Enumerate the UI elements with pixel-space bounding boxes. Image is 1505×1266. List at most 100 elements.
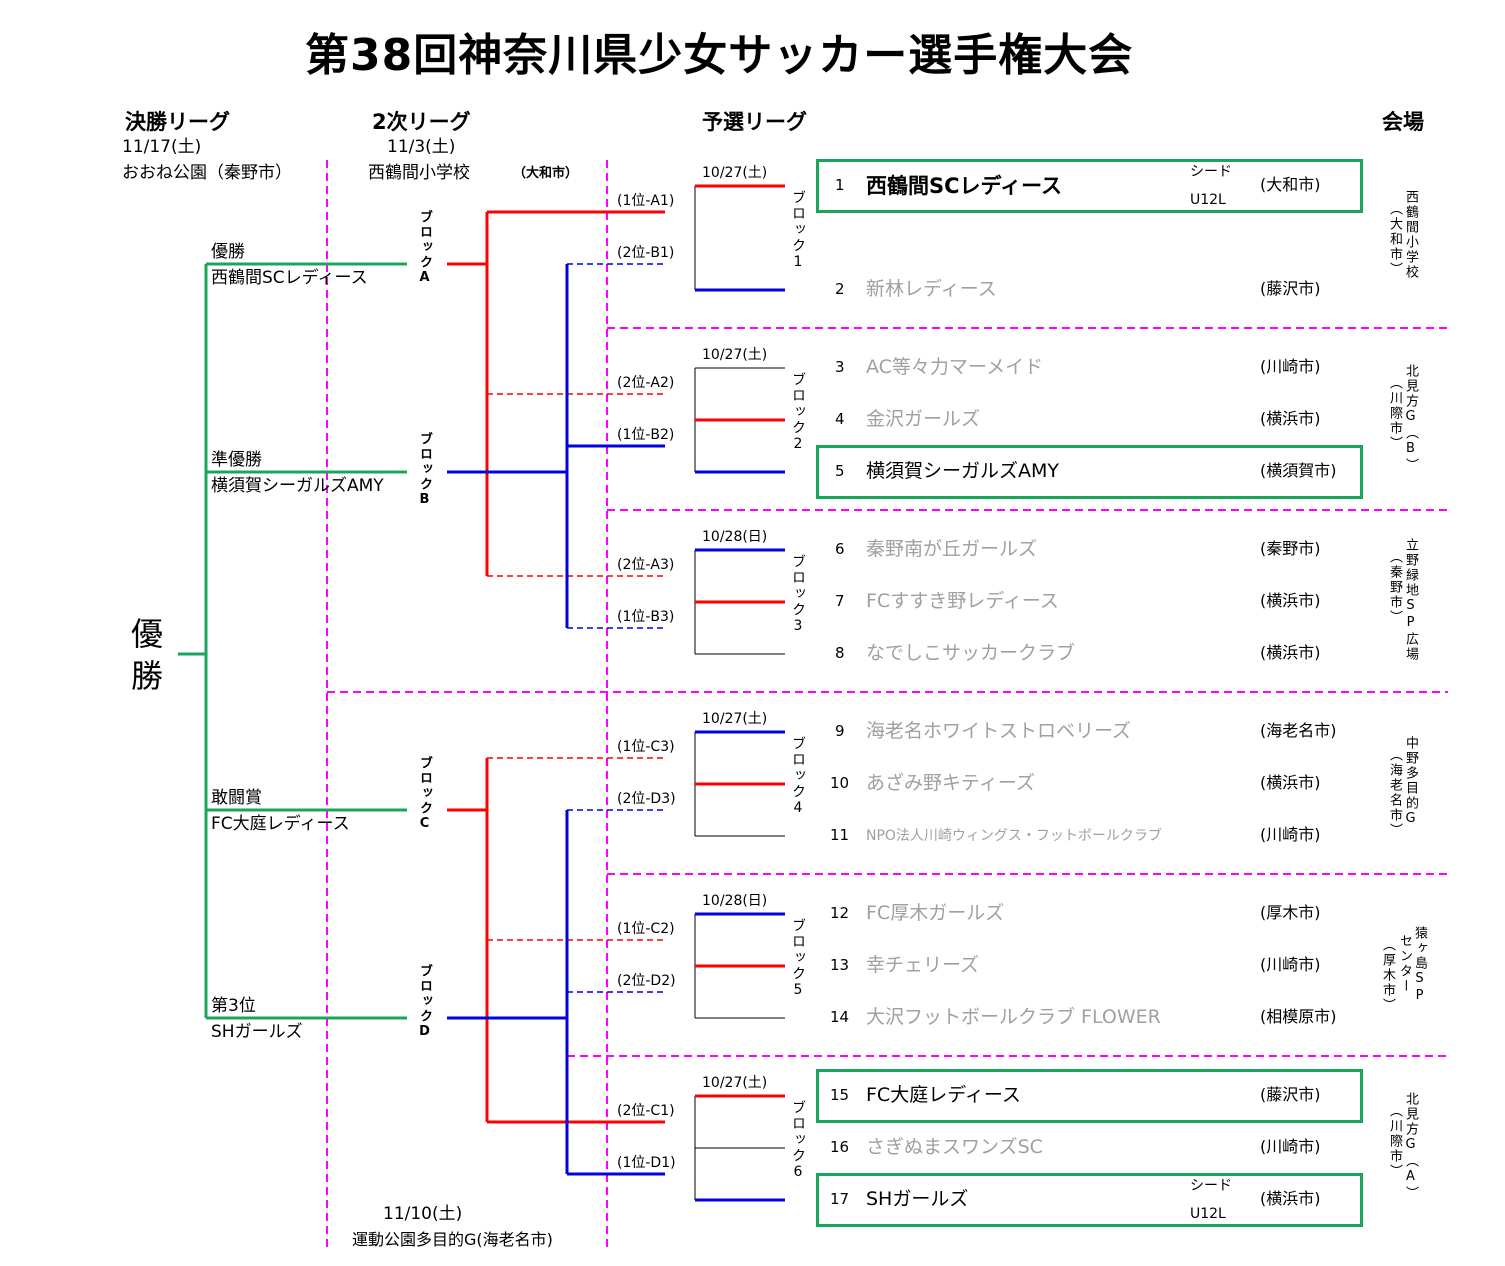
second-date-b: 11/10(土) [383, 1204, 463, 1224]
second-block-label: ブロックB [417, 432, 432, 509]
block-date: 10/27(土) [702, 165, 768, 181]
header-venue: 会場 [1382, 110, 1424, 134]
award-label: 準優勝 [211, 450, 262, 470]
block-label: ブロック6 [790, 1100, 806, 1182]
advanced-team-box [816, 1069, 1363, 1123]
team-city: (川崎市) [1260, 825, 1321, 844]
team-name: あざみ野キティーズ [866, 772, 1035, 794]
qualifier-label: (1位-B2) [617, 427, 675, 443]
seed-label: シード [1190, 164, 1232, 180]
venue-city: （川際市） [1387, 1104, 1402, 1179]
qualifier-label: (2位-A3) [617, 557, 675, 573]
venue-city: （大和市） [1387, 202, 1402, 277]
team-city: (川崎市) [1260, 955, 1321, 974]
qualifier-label: (1位-D1) [617, 1155, 676, 1171]
venue-city: （秦野市） [1387, 550, 1402, 625]
block-date: 10/27(土) [702, 1075, 768, 1091]
team-name: 幸チェリーズ [866, 954, 980, 976]
team-city: (藤沢市) [1260, 279, 1321, 298]
team-number: 5 [835, 462, 845, 480]
award-label: 第3位 [211, 996, 256, 1016]
venue-city: （川際市） [1387, 376, 1402, 451]
block-label: ブロック4 [790, 736, 806, 818]
team-city: (横須賀市) [1260, 461, 1337, 480]
team-number: 14 [830, 1008, 850, 1026]
qualifier-label: (2位-D2) [617, 973, 676, 989]
team-name: AC等々力マーメイド [866, 356, 1044, 378]
team-name: NPO法人川崎ウィングス・フットボールクラブ [866, 828, 1162, 844]
team-name: FC大庭レディース [866, 1084, 1021, 1106]
advanced-team-box [816, 159, 1363, 213]
qualifier-label: (2位-B1) [617, 245, 675, 261]
team-name: 横須賀シーガルズAMY [866, 460, 1059, 482]
award-label: 敢闘賞 [211, 788, 262, 808]
second-block-label: ブロックC [417, 756, 432, 833]
champion-label-2: 勝 [131, 657, 164, 695]
team-name: 秦野南が丘ガールズ [866, 538, 1038, 560]
advanced-team-box [816, 445, 1363, 499]
team-number: 4 [835, 410, 845, 428]
team-number: 11 [830, 826, 850, 844]
team-number: 9 [835, 722, 845, 740]
header-prelim-league: 予選リーグ [702, 110, 807, 134]
result-team: 横須賀シーガルズAMY [211, 476, 384, 496]
team-city: (海老名市) [1260, 721, 1337, 740]
team-name: 西鶴間SCレディース [866, 174, 1063, 198]
award-label: 優勝 [211, 242, 245, 262]
block-label: ブロック5 [790, 918, 806, 1000]
second-block-label: ブロックD [417, 964, 432, 1041]
team-city: (横浜市) [1260, 643, 1321, 662]
final-date: 11/17(土) [122, 137, 202, 157]
header-second-league: 2次リーグ [372, 110, 471, 134]
block-date: 10/27(土) [702, 711, 768, 727]
venue-name: 中野多目的G [1403, 736, 1418, 828]
team-city: (藤沢市) [1260, 1085, 1321, 1104]
team-city: (川崎市) [1260, 1137, 1321, 1156]
venue-name: 立野緑地SP広場 [1403, 538, 1418, 662]
team-number: 16 [830, 1138, 850, 1156]
team-number: 12 [830, 904, 850, 922]
seed-label: シード [1190, 1178, 1232, 1194]
team-name: なでしこサッカークラブ [866, 642, 1076, 664]
team-name: 海老名ホワイトストロベリーズ [866, 720, 1132, 742]
qualifier-label: (1位-B3) [617, 609, 675, 625]
second-block-label: ブロックA [417, 210, 432, 287]
team-name: 大沢フットボールクラブ FLOWER [866, 1006, 1161, 1028]
qualifier-label: (1位-C2) [617, 921, 675, 937]
team-number: 6 [835, 540, 845, 558]
team-city: (秦野市) [1260, 539, 1321, 558]
venue-name: 西鶴間小学校 [1403, 190, 1418, 280]
champion-label-1: 優 [131, 615, 164, 653]
result-team: 西鶴間SCレディース [211, 268, 368, 288]
second-venue-city: （大和市） [513, 166, 579, 181]
qualifier-label: (1位-A1) [617, 193, 675, 209]
team-number: 13 [830, 956, 850, 974]
team-number: 15 [830, 1086, 850, 1104]
venue-name: 猿ヶ島SP [1412, 926, 1427, 1005]
qualifier-label: (2位-A2) [617, 375, 675, 391]
team-name: 新林レディース [866, 278, 997, 300]
qualifier-label: (2位-D3) [617, 791, 676, 807]
team-city: (横浜市) [1260, 773, 1321, 792]
block-label: ブロック3 [790, 554, 806, 636]
qualifier-label: (1位-C3) [617, 739, 675, 755]
seed-league: U12L [1190, 192, 1226, 208]
block-date: 10/27(土) [702, 347, 768, 363]
team-number: 10 [830, 774, 850, 792]
qualifier-label: (2位-C1) [617, 1103, 675, 1119]
team-city: (横浜市) [1260, 409, 1321, 428]
team-number: 3 [835, 358, 845, 376]
team-name: さぎぬまスワンズSC [866, 1136, 1043, 1158]
team-number: 2 [835, 280, 845, 298]
team-number: 1 [835, 176, 845, 194]
venue-city: （厚木市） [1380, 938, 1395, 1013]
team-city: (厚木市) [1260, 903, 1321, 922]
final-venue: おおね公園（秦野市） [122, 163, 292, 183]
second-date: 11/3(土) [387, 137, 456, 157]
header-final-league: 決勝リーグ [125, 110, 230, 134]
team-city: (川崎市) [1260, 357, 1321, 376]
team-name: FCすすき野レディース [866, 590, 1059, 612]
venue-name: 北見方G（B） [1403, 364, 1418, 473]
